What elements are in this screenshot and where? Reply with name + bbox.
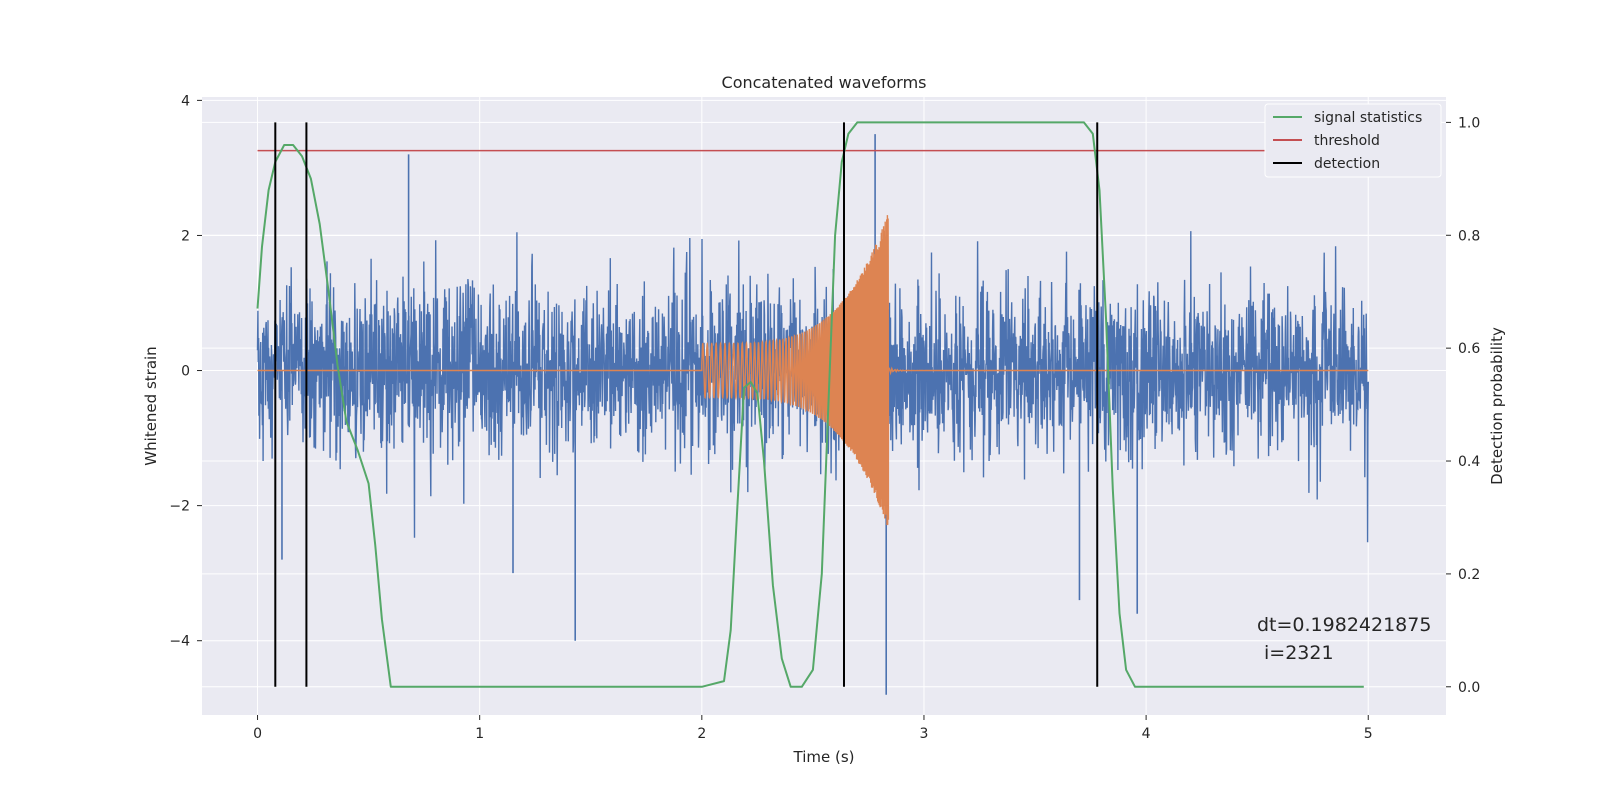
legend-label-detection: detection <box>1314 156 1380 172</box>
annotation-i: i=2321 <box>1264 642 1334 664</box>
chart-title: Concatenated waveforms <box>722 73 927 92</box>
x-tick-label-5: 5 <box>1364 726 1373 742</box>
y-left-tick-label-2: 0 <box>181 364 190 380</box>
signal-series <box>257 215 1369 526</box>
x-tick-label-1: 1 <box>475 726 484 742</box>
x-axis-label: Time (s) <box>793 748 855 766</box>
axis-ticks: 0 1 2 3 4 5 −4 −2 0 2 4 0.0 0.2 0.4 0.6 0.8 1.0 <box>169 93 1480 742</box>
y-left-tick-label-3: 2 <box>181 228 190 244</box>
y-left-tick-label-4: 4 <box>181 93 190 109</box>
statistics-line <box>256 121 1364 688</box>
legend-label-statistics: signal statistics <box>1314 110 1422 126</box>
y-axis-label-left: Whitened strain <box>142 346 160 465</box>
x-tick-label-2: 2 <box>697 726 706 742</box>
y-axis-label-right: Detection probability <box>1488 327 1506 485</box>
y-right-tick-label-3: 0.6 <box>1458 341 1480 357</box>
x-tick-label-0: 0 <box>253 726 262 742</box>
y-right-tick-label-2: 0.4 <box>1458 454 1480 470</box>
y-left-tick-label-0: −4 <box>169 634 190 650</box>
legend-label-threshold: threshold <box>1314 133 1380 149</box>
annotation-dt: dt=0.1982421875 <box>1257 614 1431 636</box>
legend-box <box>1264 103 1442 178</box>
legend: signal statistics threshold detection <box>1264 103 1442 178</box>
statistics-series <box>256 121 1364 688</box>
x-tick-label-4: 4 <box>1142 726 1151 742</box>
y-right-tick-label-4: 0.8 <box>1458 228 1480 244</box>
y-right-tick-label-1: 0.2 <box>1458 567 1480 583</box>
y-left-tick-label-1: −2 <box>169 499 190 515</box>
x-tick-label-3: 3 <box>920 726 929 742</box>
detection-lines <box>274 122 1099 687</box>
y-right-tick-label-0: 0.0 <box>1458 680 1480 696</box>
y-right-tick-label-5: 1.0 <box>1458 115 1480 131</box>
signal-line <box>257 215 1369 526</box>
